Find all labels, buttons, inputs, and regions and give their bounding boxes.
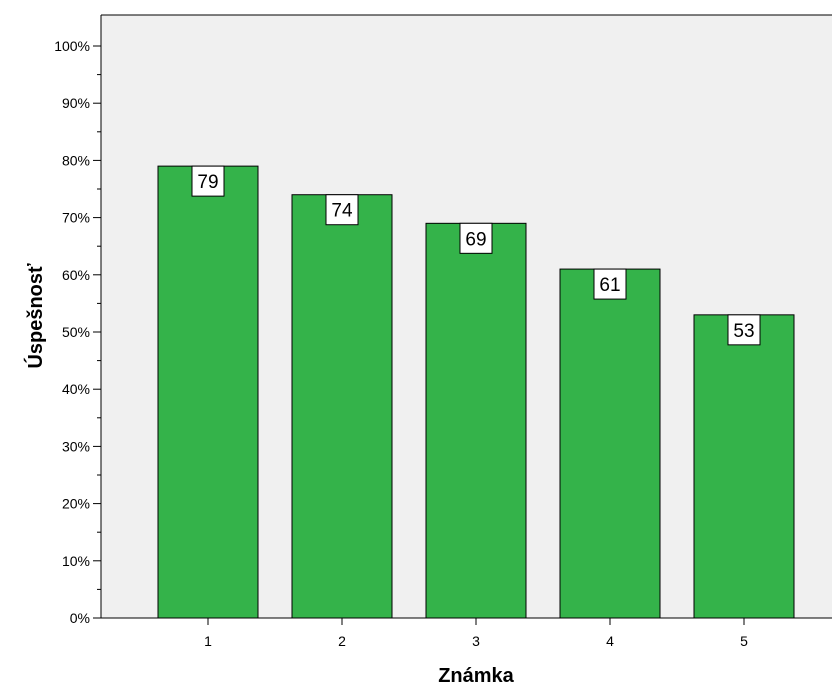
- bar: [559, 268, 661, 619]
- bar: [157, 165, 259, 619]
- x-tick-label: 3: [472, 633, 480, 649]
- y-tick-label: 80%: [62, 152, 90, 168]
- y-tick-label: 0%: [70, 610, 90, 626]
- x-axis-title: Známka: [438, 665, 514, 686]
- y-tick-label: 70%: [62, 210, 90, 226]
- data-label-box: [459, 222, 493, 254]
- data-label-box: [325, 194, 359, 226]
- x-tick-label: 2: [338, 633, 346, 649]
- data-label-box: [727, 314, 761, 346]
- bar: [291, 194, 393, 619]
- y-axis-ticks: 0% 10% 20% 30% 40% 50% 60% 70% 80% 90% 100%: [54, 38, 101, 626]
- data-label: 69: [465, 229, 486, 250]
- x-tick-label: 5: [740, 633, 748, 649]
- y-axis-title: Úspešnosť: [23, 263, 47, 369]
- data-label: 61: [599, 275, 620, 296]
- bar: [693, 314, 795, 619]
- data-label-box: [191, 165, 225, 197]
- data-label: 79: [197, 172, 218, 193]
- x-axis-ticks: 1 2 3 4 5: [204, 618, 748, 649]
- data-label: 53: [733, 321, 754, 342]
- data-label-box: [593, 268, 627, 300]
- y-tick-label: 100%: [54, 38, 90, 54]
- bar: [425, 222, 527, 619]
- y-tick-label: 90%: [62, 95, 90, 111]
- y-tick-label: 20%: [62, 496, 90, 512]
- x-tick-label: 1: [204, 633, 212, 649]
- data-labels: 79 74 69 61 53: [191, 165, 761, 346]
- y-tick-label: 40%: [62, 381, 90, 397]
- y-tick-label: 30%: [62, 438, 90, 454]
- bars: [157, 165, 795, 619]
- x-tick-label: 4: [606, 633, 614, 649]
- y-tick-label: 60%: [62, 267, 90, 283]
- y-tick-label: 10%: [62, 553, 90, 569]
- data-label: 74: [331, 201, 353, 222]
- y-tick-label: 50%: [62, 324, 90, 340]
